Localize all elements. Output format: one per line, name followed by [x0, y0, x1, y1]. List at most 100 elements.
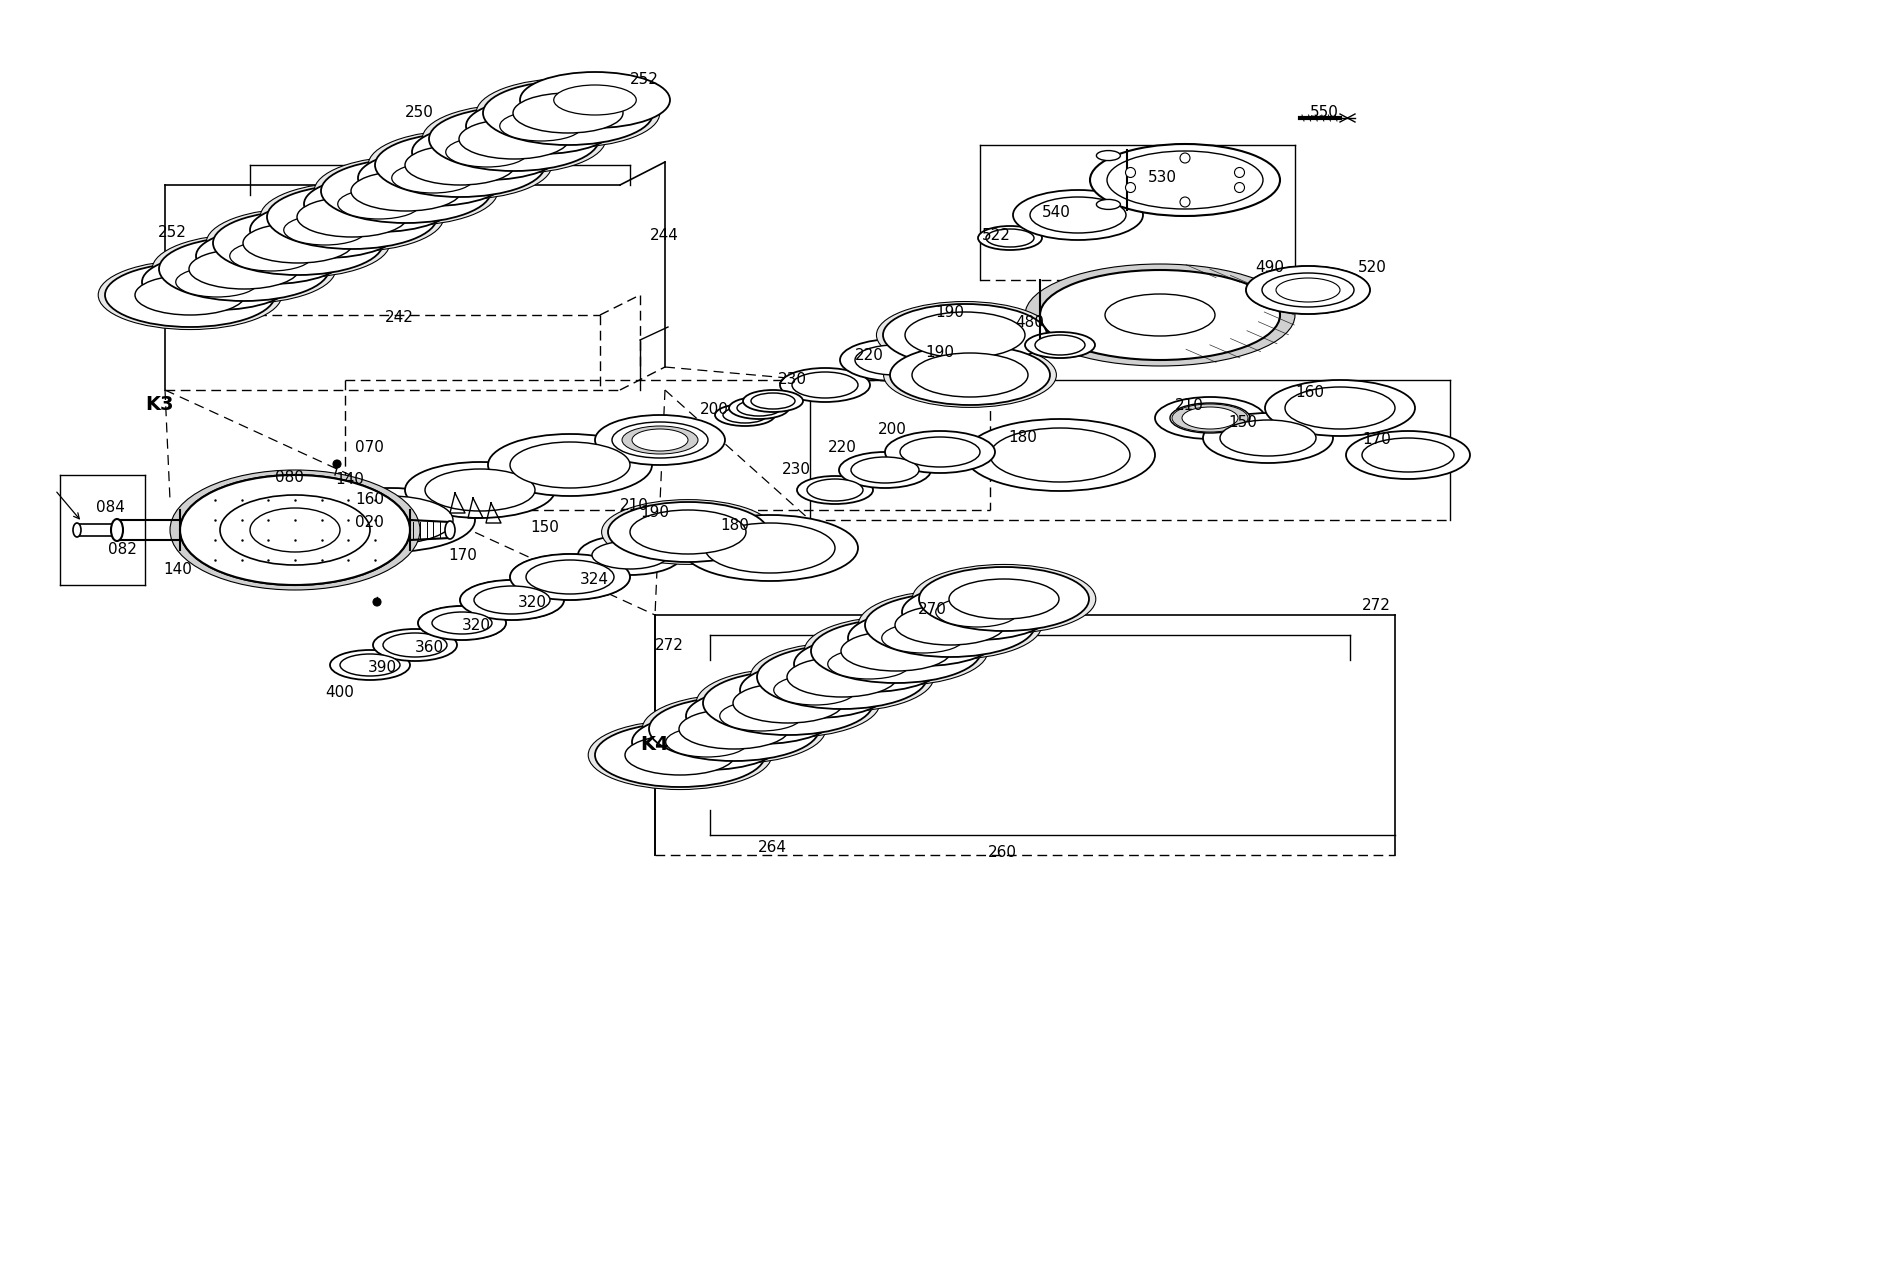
Ellipse shape	[483, 82, 653, 145]
Ellipse shape	[159, 237, 329, 301]
Circle shape	[1235, 182, 1244, 193]
Ellipse shape	[1035, 335, 1086, 354]
Circle shape	[1180, 198, 1189, 207]
Ellipse shape	[417, 606, 506, 640]
Ellipse shape	[1220, 419, 1316, 456]
Ellipse shape	[791, 372, 857, 398]
Text: 170: 170	[1361, 432, 1391, 448]
Ellipse shape	[368, 130, 551, 200]
Ellipse shape	[884, 303, 1048, 366]
Ellipse shape	[476, 79, 659, 148]
Ellipse shape	[595, 723, 765, 787]
Ellipse shape	[466, 98, 615, 154]
Ellipse shape	[989, 428, 1131, 482]
Text: 480: 480	[1016, 315, 1044, 330]
Ellipse shape	[74, 523, 81, 537]
Ellipse shape	[812, 618, 982, 683]
Ellipse shape	[919, 567, 1089, 631]
Ellipse shape	[1097, 150, 1120, 161]
Text: 540: 540	[1042, 205, 1070, 221]
Text: K3: K3	[145, 395, 174, 414]
Ellipse shape	[806, 479, 863, 501]
Ellipse shape	[446, 521, 455, 539]
Ellipse shape	[632, 428, 687, 451]
Text: 522: 522	[982, 228, 1010, 244]
Circle shape	[332, 460, 342, 468]
Ellipse shape	[330, 650, 410, 680]
Ellipse shape	[474, 586, 549, 615]
Circle shape	[1125, 182, 1135, 193]
Text: 230: 230	[778, 372, 806, 388]
Text: 272: 272	[1361, 598, 1391, 613]
Ellipse shape	[855, 346, 935, 375]
Ellipse shape	[461, 580, 565, 620]
Ellipse shape	[593, 541, 668, 569]
Ellipse shape	[904, 312, 1025, 358]
Text: 190: 190	[925, 346, 953, 360]
Ellipse shape	[1361, 439, 1454, 472]
Text: 150: 150	[531, 520, 559, 536]
Ellipse shape	[321, 159, 491, 223]
Ellipse shape	[865, 593, 1035, 657]
Ellipse shape	[391, 163, 474, 193]
Ellipse shape	[425, 469, 534, 511]
Ellipse shape	[296, 198, 408, 237]
Ellipse shape	[406, 145, 515, 185]
Text: 084: 084	[96, 500, 125, 515]
Ellipse shape	[176, 266, 259, 297]
Ellipse shape	[553, 85, 636, 115]
Ellipse shape	[1040, 270, 1280, 360]
Text: 320: 320	[517, 595, 548, 609]
Ellipse shape	[736, 400, 782, 416]
Text: 270: 270	[918, 602, 948, 617]
Ellipse shape	[950, 579, 1059, 618]
Ellipse shape	[1104, 295, 1216, 337]
Ellipse shape	[608, 502, 768, 562]
Ellipse shape	[840, 339, 950, 381]
Ellipse shape	[680, 709, 789, 748]
Text: 150: 150	[1227, 414, 1257, 430]
Ellipse shape	[487, 434, 651, 496]
Ellipse shape	[1172, 404, 1248, 432]
Ellipse shape	[304, 176, 453, 232]
Ellipse shape	[1031, 198, 1125, 233]
Ellipse shape	[383, 632, 447, 657]
Ellipse shape	[876, 301, 1054, 368]
Text: 220: 220	[829, 440, 857, 455]
Ellipse shape	[376, 133, 546, 198]
Ellipse shape	[978, 226, 1042, 250]
Ellipse shape	[1171, 403, 1250, 434]
Ellipse shape	[936, 597, 1018, 627]
Ellipse shape	[340, 654, 400, 676]
Ellipse shape	[417, 606, 506, 640]
Ellipse shape	[179, 476, 410, 585]
Ellipse shape	[510, 555, 631, 601]
Ellipse shape	[1014, 190, 1142, 240]
Ellipse shape	[595, 414, 725, 465]
Ellipse shape	[666, 727, 748, 757]
Ellipse shape	[1276, 278, 1340, 302]
Ellipse shape	[750, 643, 935, 711]
Ellipse shape	[221, 495, 370, 565]
Ellipse shape	[206, 208, 389, 278]
Ellipse shape	[723, 407, 767, 423]
Ellipse shape	[797, 476, 872, 504]
Ellipse shape	[884, 343, 1057, 408]
Text: 260: 260	[987, 845, 1018, 861]
Ellipse shape	[740, 662, 889, 718]
Ellipse shape	[283, 215, 366, 245]
Ellipse shape	[213, 210, 383, 275]
Circle shape	[1180, 153, 1189, 163]
Ellipse shape	[1261, 273, 1354, 307]
Ellipse shape	[1025, 332, 1095, 358]
Ellipse shape	[912, 565, 1095, 634]
Text: 252: 252	[159, 224, 187, 240]
Ellipse shape	[642, 695, 825, 764]
Ellipse shape	[682, 515, 857, 581]
Ellipse shape	[500, 111, 582, 142]
Text: 520: 520	[1357, 260, 1388, 275]
Ellipse shape	[685, 688, 836, 745]
Ellipse shape	[1203, 413, 1333, 463]
Ellipse shape	[446, 136, 529, 167]
Ellipse shape	[249, 507, 340, 552]
